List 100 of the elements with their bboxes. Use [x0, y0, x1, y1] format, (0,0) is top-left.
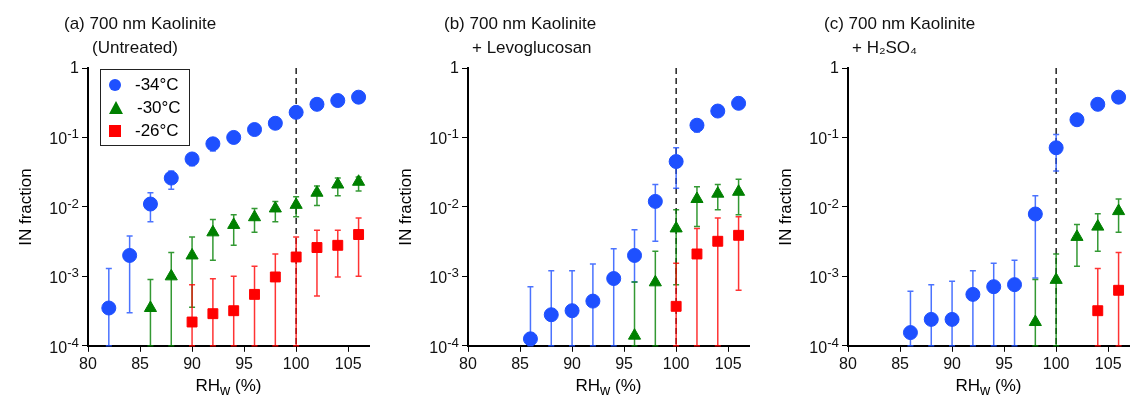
point: [543, 307, 559, 323]
point: [691, 248, 703, 260]
chart-title: (b) 700 nm Kaolinite: [444, 14, 597, 34]
point: [1113, 284, 1125, 296]
chart-title: (c) 700 nm Kaolinite: [824, 14, 976, 34]
point: [247, 122, 263, 138]
point: [351, 89, 367, 105]
x-tick-label: 105: [1094, 354, 1122, 372]
y-tick-label: 10$^{-2}$: [809, 195, 839, 219]
point: [986, 279, 1002, 295]
point: [207, 308, 219, 320]
point: [206, 224, 220, 237]
y-tick-label: 10$^{-4}$: [809, 334, 839, 357]
point: [670, 300, 682, 312]
point: [185, 247, 199, 260]
y-tick-label: 1: [450, 59, 459, 77]
x-tick-label: 85: [891, 354, 910, 372]
point: [648, 274, 662, 287]
point: [627, 328, 642, 340]
point: [1048, 140, 1064, 156]
point: [564, 303, 580, 319]
point: [1090, 96, 1106, 112]
point: [164, 268, 178, 281]
y-tick-label: 1: [830, 59, 839, 77]
x-tick-label: 100: [662, 354, 690, 372]
point: [902, 325, 918, 341]
x-tick-label: 100: [1042, 354, 1070, 372]
point: [1091, 219, 1105, 231]
y-tick-label: 10$^{-2}$: [429, 195, 459, 219]
point: [142, 196, 158, 212]
x-axis-title: RH$_{w}$ (%): [575, 375, 642, 399]
point: [226, 129, 242, 145]
point: [330, 93, 346, 109]
y-tick-label: 10$^{-1}$: [49, 126, 79, 149]
chart-subtitle: (Untreated): [92, 38, 178, 58]
x-tick-label: 105: [334, 354, 362, 372]
x-tick-label: 105: [714, 354, 742, 372]
x-tick-label: 90: [563, 354, 582, 372]
point: [101, 300, 117, 316]
x-tick-label: 95: [615, 354, 634, 372]
point: [690, 191, 704, 203]
point: [669, 220, 683, 233]
point: [647, 193, 663, 209]
point: [353, 229, 365, 240]
point: [733, 229, 745, 241]
point: [1028, 314, 1042, 327]
point: [668, 154, 684, 170]
point: [606, 271, 622, 287]
point: [288, 104, 304, 120]
chart-subtitle: + Levoglucosan: [472, 38, 592, 58]
point: [186, 316, 198, 328]
y-axis-title: IN fraction: [396, 168, 416, 246]
point: [944, 311, 960, 327]
x-tick-label: 80: [839, 354, 857, 372]
point: [1092, 305, 1104, 317]
point: [1049, 272, 1063, 284]
point: [923, 311, 939, 327]
x-tick-label: 100: [282, 354, 310, 372]
x-axis-title: RH$_{w}$ (%): [955, 375, 1022, 399]
point: [228, 305, 240, 317]
x-tick-label: 80: [459, 354, 477, 372]
y-tick-label: 10$^{-1}$: [429, 126, 459, 149]
y-axis-title: IN fraction: [16, 168, 36, 246]
chart-title: (a) 700 nm Kaolinite: [64, 14, 217, 34]
point: [332, 239, 344, 251]
x-tick-label: 90: [183, 354, 202, 372]
x-tick-label: 95: [995, 354, 1014, 372]
point: [712, 235, 724, 247]
legend-label: -30°C: [137, 97, 181, 118]
point: [205, 136, 221, 152]
point: [311, 242, 323, 253]
legend-label: -26°C: [135, 120, 179, 141]
y-tick-label: 10$^{-1}$: [809, 126, 839, 149]
point: [184, 151, 200, 167]
point: [1112, 203, 1126, 216]
y-tick-label: 10$^{-4}$: [49, 334, 79, 357]
point: [1069, 112, 1085, 128]
x-axis-title: RH$_{w}$ (%): [195, 375, 262, 399]
point: [522, 331, 538, 346]
point: [1070, 229, 1084, 241]
legend-label: -34°C: [135, 74, 179, 95]
y-axis-title: IN fraction: [776, 168, 796, 246]
point: [711, 186, 725, 198]
point: [732, 184, 746, 196]
point: [1111, 89, 1127, 105]
point: [163, 170, 179, 186]
y-tick-label: 10$^{-3}$: [429, 265, 459, 288]
point: [289, 197, 303, 209]
y-tick-label: 10$^{-4}$: [429, 334, 459, 357]
point: [227, 217, 241, 229]
x-tick-label: 85: [131, 354, 150, 372]
point: [269, 271, 281, 283]
point: [731, 95, 747, 111]
y-tick-label: 10$^{-3}$: [49, 265, 79, 288]
chart-subtitle: + H₂SO₄: [852, 38, 918, 58]
point: [267, 115, 283, 131]
point: [585, 293, 601, 309]
point: [143, 300, 158, 313]
x-tick-label: 95: [235, 354, 254, 372]
point: [352, 174, 366, 186]
